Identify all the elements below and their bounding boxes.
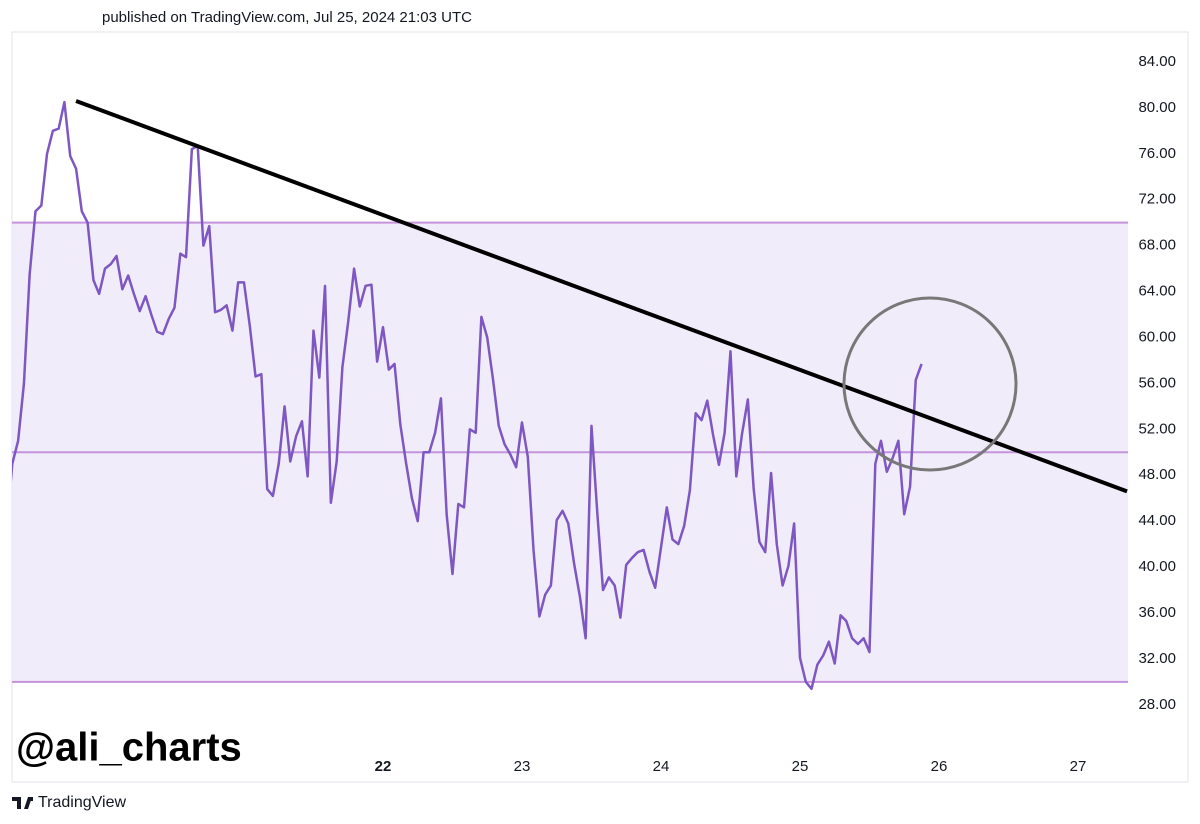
y-tick-label: 64.00 (1138, 283, 1176, 300)
x-tick-label: 24 (653, 758, 670, 775)
y-tick-label: 36.00 (1138, 604, 1176, 621)
x-tick-label: 27 (1070, 758, 1087, 775)
brand-logo: TradingView (12, 794, 126, 811)
highlight-circle (842, 296, 1018, 472)
y-tick-label: 68.00 (1138, 237, 1176, 254)
logo-mark (12, 797, 33, 809)
y-tick-label: 60.00 (1138, 328, 1176, 345)
y-tick-label: 52.00 (1138, 420, 1176, 437)
brand: TradingView (38, 794, 126, 811)
y-tick-label: 44.00 (1138, 512, 1176, 529)
x-tick-label: 22 (375, 758, 392, 775)
y-tick-label: 28.00 (1138, 696, 1176, 713)
watermark: @ali_charts (16, 726, 242, 770)
y-tick-label: 84.00 (1138, 53, 1176, 70)
x-tick-label: 26 (931, 758, 948, 775)
rsi-line (12, 100, 923, 691)
chart-title: published on TradingView.com, Jul 25, 20… (102, 9, 472, 26)
y-tick-label: 80.00 (1138, 99, 1176, 116)
y-tick-label: 32.00 (1138, 650, 1176, 667)
x-tick-label: 23 (514, 758, 531, 775)
y-tick-label: 76.00 (1138, 145, 1176, 162)
y-tick-label: 56.00 (1138, 374, 1176, 391)
y-tick-label: 40.00 (1138, 558, 1176, 575)
trendline (75, 99, 1128, 494)
x-tick-label: 25 (792, 758, 809, 775)
y-tick-label: 48.00 (1138, 466, 1176, 483)
y-tick-label: 72.00 (1138, 191, 1176, 208)
